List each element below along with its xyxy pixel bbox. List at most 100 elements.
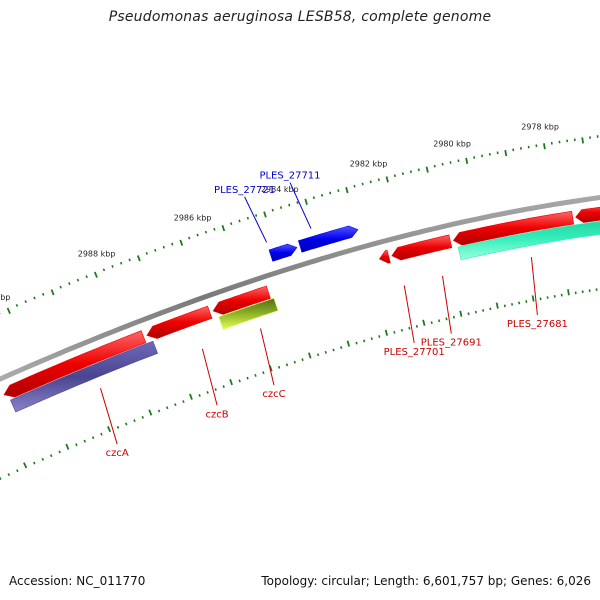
outer-scale-tick: [433, 164, 436, 168]
outer-scale-tick: [171, 242, 174, 246]
inner-scale-tick: [65, 443, 70, 450]
outer-scale-tick: [162, 245, 165, 249]
map-title: Pseudomonas aeruginosa LESB58, complete …: [108, 9, 492, 25]
gene-label-layer: PLES_27711 PLES_27721 PLES_27701PLES_27691…: [100, 171, 568, 459]
inner-scale-tick: [7, 473, 11, 477]
inner-scale-tick: [489, 307, 492, 311]
gene-ples-27671-fwd[interactable]: [575, 203, 600, 223]
inner-scale-tick: [482, 309, 485, 312]
inner-scale-tick: [415, 325, 418, 328]
label-ples-27701[interactable]: PLES_27701: [384, 347, 445, 358]
inner-scale-tick: [49, 454, 53, 458]
gene-ples-27681-rev[interactable]: [457, 216, 600, 261]
gene-ples-27691-fwd[interactable]: [391, 234, 453, 261]
outer-scale-tick: [377, 178, 380, 182]
outer-scale-tick: [76, 278, 80, 282]
outer-scale-tick: [481, 154, 484, 158]
genome-backbone: [0, 195, 600, 382]
outer-scale-tick: [93, 271, 98, 278]
inner-scale-tick: [182, 400, 185, 403]
accession-text: Accession: NC_011770: [9, 574, 146, 588]
outer-scale-tick: [329, 191, 332, 195]
label-ples-27681[interactable]: PLES_27681: [507, 319, 568, 330]
outer-scale-tick: [204, 230, 208, 234]
inner-scale-tick: [229, 378, 233, 386]
label-ples-27711[interactable]: PLES_27711: [259, 171, 320, 182]
inner-scale-tick: [83, 439, 87, 443]
gene-ples-27711-top[interactable]: [298, 225, 359, 253]
inner-scale-tick: [189, 393, 193, 400]
outer-scale-tick: [409, 170, 412, 174]
outer-scale-tick: [263, 211, 267, 218]
gene-ples-27701-fwd[interactable]: [378, 249, 391, 264]
inner-scale-tick: [438, 319, 441, 323]
label-czca[interactable]: czcA: [106, 448, 129, 459]
inner-scale-tick: [378, 335, 381, 338]
outer-scale-tick: [136, 255, 141, 262]
label-czcc[interactable]: czcC: [262, 389, 285, 400]
outer-scale-tick: [145, 252, 148, 255]
inner-scale-tick: [198, 394, 201, 397]
inner-scale-tick: [355, 341, 358, 345]
inner-scale-tick: [206, 391, 209, 394]
inner-scale-tick: [277, 365, 281, 369]
gene-ples-27721-top[interactable]: [268, 243, 298, 262]
inner-scale-tick: [91, 436, 95, 440]
inner-scale-tick: [133, 419, 136, 423]
label-ples-27711-leader: [289, 182, 312, 229]
label-czcb-leader: [201, 348, 218, 406]
label-czcc-leader: [260, 328, 275, 386]
label-ples-27691[interactable]: PLES_27691: [421, 338, 482, 349]
outer-scale-tick: [59, 285, 62, 289]
inner-scale-tick: [262, 371, 265, 375]
inner-scale-tick: [459, 310, 463, 317]
inner-scale-tick: [452, 315, 455, 319]
kbp-label: 2980 kbp: [433, 140, 471, 149]
kbp-label-layer: 2990 kbp 2988 kbp 2986 kbp 2984 kbp 2982 kbp…: [0, 123, 559, 302]
outer-scale-tick: [401, 172, 404, 176]
label-ples-27721-leader: [244, 196, 268, 243]
gene-czca-fwd[interactable]: [3, 330, 147, 398]
outer-scale-tick: [128, 258, 131, 262]
outer-scale-tick: [288, 203, 291, 207]
outer-scale-tick: [279, 206, 283, 210]
outer-scale-tick: [393, 174, 396, 178]
outer-scale-tick: [473, 156, 476, 159]
inner-scale-tick: [518, 301, 521, 305]
inner-scale-tick: [316, 353, 320, 357]
inner-scale-tick: [363, 339, 366, 343]
inner-scale-tick: [107, 426, 112, 433]
outer-scale-tick: [119, 261, 123, 265]
gene-czcc-fwd[interactable]: [212, 285, 271, 315]
label-czcb[interactable]: czcB: [206, 409, 229, 420]
outer-scale-tick: [488, 152, 491, 156]
kbp-label: 2986 kbp: [174, 214, 212, 223]
outer-scale-tick: [449, 161, 452, 164]
inner-scale-tick: [75, 443, 78, 447]
outer-scale-tick: [255, 214, 258, 217]
gene-czcb-fwd[interactable]: [146, 305, 213, 339]
label-ples-27721[interactable]: PLES_27721: [214, 185, 275, 196]
outer-scale-tick: [246, 216, 249, 220]
kbp-label: 2990 kbp: [0, 293, 10, 302]
inner-scale-tick: [430, 321, 433, 324]
outer-scale-tick: [213, 227, 216, 231]
inner-scale-tick: [495, 302, 499, 309]
inner-scale-tick: [285, 363, 289, 367]
outer-scale-tick: [221, 225, 226, 232]
kbp-label: 2984 kbp: [261, 185, 299, 194]
outer-scale-tick: [519, 147, 522, 150]
outer-scale-tick: [425, 166, 429, 173]
outer-scale-tick: [196, 233, 199, 237]
inner-scale-tick: [370, 337, 373, 341]
inner-scale-tick: [332, 348, 335, 352]
gene-czca-rev[interactable]: [10, 340, 158, 413]
inner-scale-tick: [340, 346, 343, 350]
gene-ples-27681-fwd[interactable]: [452, 210, 575, 246]
outer-scale-tick: [417, 168, 420, 172]
inner-scale-tick: [16, 469, 19, 473]
outer-scale-tick: [102, 268, 106, 272]
gene-layer: [3, 203, 600, 413]
outer-scale-tick: [24, 300, 27, 304]
gene-czcc-rev[interactable]: [218, 297, 279, 330]
